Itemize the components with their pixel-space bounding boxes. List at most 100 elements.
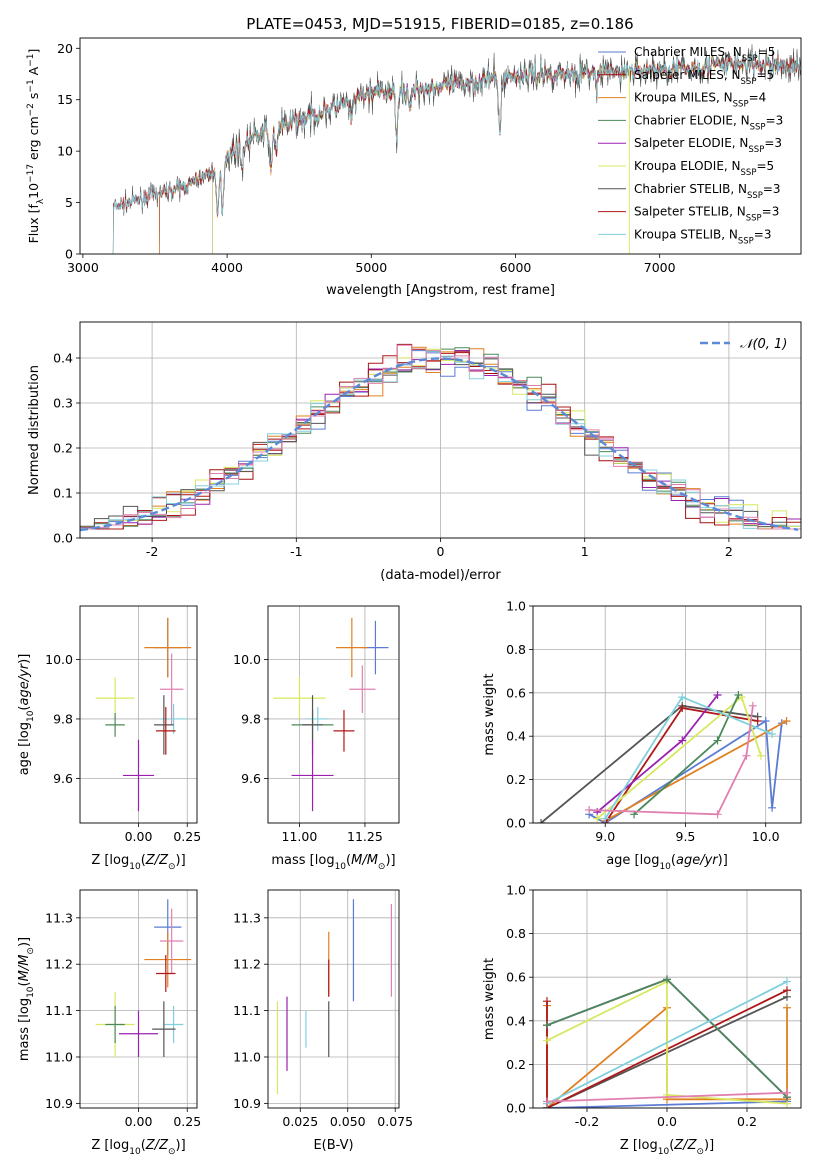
- weight-series-6: [596, 695, 762, 820]
- errorbar-point-2: [144, 931, 192, 988]
- legend-suffix: =3: [754, 227, 772, 241]
- weight-marker: [663, 975, 671, 984]
- label-part: −1: [26, 54, 36, 67]
- x-tick-label: 10.0: [752, 829, 780, 844]
- errorbar-point-3: [159, 908, 184, 974]
- errorbar-point-4: [156, 954, 176, 993]
- weight-marker: [678, 736, 687, 745]
- spectrum-panel: 3000 4000 5000 6000 7000 0 5 10 15 20 Chabrier MIL…: [26, 37, 802, 298]
- legend-label: Salpeter ELODIE, N: [634, 136, 748, 150]
- y-axis-label: age [log10(age/yr)]: [17, 654, 36, 776]
- label-part: (: [671, 853, 676, 868]
- weight-series-6: [546, 980, 788, 1105]
- x-tick-label: 9.5: [676, 829, 696, 844]
- errorbar-point-8: [105, 1005, 125, 1044]
- y-tick-label: 10: [57, 144, 73, 159]
- legend-suffix: =3: [764, 136, 782, 150]
- weight-marker: [783, 1003, 791, 1012]
- label-part: Z/Z: [673, 1138, 697, 1153]
- label-part: erg cm: [26, 116, 41, 164]
- label-part: Z [log: [620, 1138, 658, 1153]
- label-part: (: [669, 1138, 674, 1153]
- label-part: (: [141, 1138, 146, 1153]
- weight-marker: [761, 717, 770, 726]
- label-part: mass [log: [17, 998, 32, 1061]
- age-vs-mass-panel: 11.00 11.25 9.6 9.8 10.0 mass [log10(M/M⊙)]: [233, 605, 400, 872]
- y-tick-label: 15: [57, 92, 73, 107]
- label-part: −17: [26, 164, 36, 183]
- label-part: ⊙: [168, 862, 176, 872]
- weight-marker: [783, 977, 791, 986]
- y-axis-label: mass [log10(M/M⊙)]: [17, 937, 36, 1061]
- label-part: ⊙: [168, 1147, 176, 1157]
- x-axis-label: (data-model)/error: [380, 568, 501, 583]
- y-axis-label: Normed distribution: [27, 365, 42, 495]
- y-tick-label: 9.8: [241, 711, 261, 726]
- axes-frame: [532, 889, 802, 1109]
- weight-marker: [543, 997, 551, 1006]
- y-tick-label: 0.0: [53, 531, 73, 546]
- weight-marker: [543, 1097, 551, 1106]
- legend-entry: Chabrier STELIB, NSSP=3: [634, 182, 781, 201]
- weight-marker: [601, 814, 610, 823]
- label-part: 10: [659, 862, 671, 872]
- x-axis-label: Z [log10(Z/Z⊙)]: [620, 1138, 714, 1157]
- weight-marker: [543, 1036, 551, 1045]
- x-tick-label: 0: [437, 544, 445, 559]
- label-part: A: [26, 66, 41, 79]
- errorbar-point-4: [95, 677, 135, 719]
- y-tick-label: 0.3: [53, 396, 73, 411]
- legend-label: Kroupa ELODIE, N: [634, 159, 741, 173]
- y-tick-label: 11.3: [45, 910, 73, 925]
- y-tick-label: 11.2: [233, 957, 261, 972]
- weight-series-9: [589, 705, 754, 816]
- x-tick-label: 4000: [211, 260, 243, 275]
- label-part: Z [log: [91, 853, 129, 868]
- legend-suffix: =3: [763, 182, 781, 196]
- weight-marker: [713, 690, 722, 699]
- y-tick-label: 20: [57, 41, 73, 56]
- errorbar-point-9: [291, 739, 334, 812]
- label-part: ⊙: [26, 947, 36, 955]
- residuals-panel: -2 -1 0 1 2 0.0 0.1 0.2 0.3 0.4 𝒩(0, 1) (data-model…: [27, 321, 802, 583]
- y-tick-label: 0.2: [53, 441, 73, 456]
- spectrum-series-6: [212, 52, 801, 254]
- axes-frame: [79, 605, 198, 824]
- x-tick-label: 0.050: [330, 1114, 366, 1129]
- y-tick-label: 11.0: [45, 1049, 73, 1064]
- legend-suffix: =3: [766, 113, 784, 127]
- y-tick-label: 0.2: [506, 1057, 526, 1072]
- errorbars: [276, 899, 393, 1095]
- y-axis-label: Flux [fλ10−17 erg cm−2 s−1 A−1]: [26, 49, 46, 244]
- legend-entry: Salpeter ELODIE, NSSP=3: [634, 136, 782, 155]
- y-tick-label: 0.1: [53, 486, 73, 501]
- x-tick-label: 3000: [67, 260, 99, 275]
- histogram-series-8: [80, 352, 801, 530]
- legend-sub: SSP: [747, 191, 763, 201]
- errorbar-point-2: [336, 617, 368, 678]
- y-tick-label: 11.2: [45, 957, 73, 972]
- label-part: ⊙: [378, 862, 386, 872]
- errorbar-point-9: [122, 739, 155, 812]
- x-axis-label: wavelength [Angstrom, rest frame]: [326, 283, 555, 298]
- x-axis-label: age [log10(age/yr)]: [606, 853, 728, 872]
- legend-entry: Kroupa STELIB, NSSP=3: [634, 227, 772, 246]
- weight-vs-Z-panel: -0.2 0.0 0.2 0.0 0.2 0.4 0.6 0.8 1.0 Z [log10(Z/Z…: [482, 883, 802, 1157]
- legend-suffix: =5: [756, 68, 774, 82]
- label-part: 10: [658, 1147, 670, 1157]
- legend-label: Salpeter MILES, N: [634, 68, 741, 82]
- y-tick-label: 5: [65, 195, 73, 210]
- label-part: M/M: [17, 955, 32, 982]
- y-axis-label: mass weight: [482, 673, 497, 755]
- weight-marker: [713, 810, 722, 819]
- weight-marker: [782, 717, 791, 726]
- legend-label: Chabrier ELODIE, N: [634, 113, 750, 127]
- legend-suffix: =5: [758, 45, 776, 59]
- label-part: Z [log: [91, 1138, 129, 1153]
- weight-marker: [768, 803, 777, 812]
- y-tick-label: 0.4: [53, 351, 73, 366]
- weight-lines: [543, 975, 791, 1108]
- legend-suffix: =5: [756, 159, 774, 173]
- x-axis-label: Z [log10(Z/Z⊙)]: [91, 1138, 185, 1157]
- label-part: (: [346, 853, 351, 868]
